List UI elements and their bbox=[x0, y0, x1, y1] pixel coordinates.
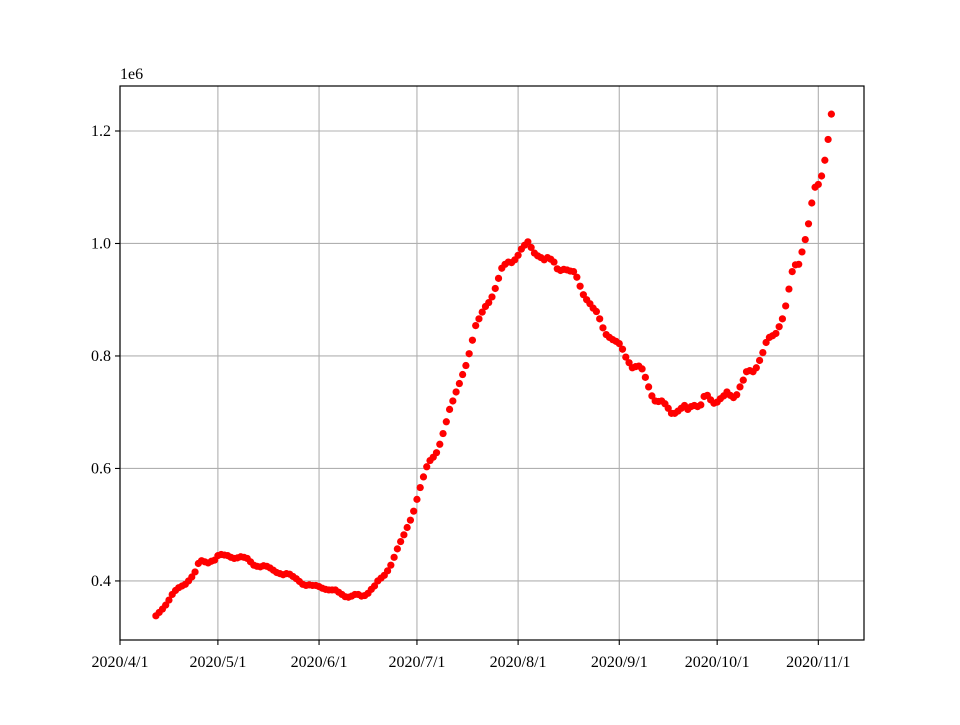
x-tick-label: 2020/11/1 bbox=[786, 654, 850, 671]
data-point bbox=[755, 356, 764, 365]
data-point bbox=[524, 238, 532, 246]
data-point bbox=[739, 376, 747, 384]
x-tick-label: 2020/6/1 bbox=[291, 654, 348, 671]
data-point bbox=[573, 273, 581, 281]
data-point bbox=[697, 401, 705, 409]
data-point bbox=[772, 329, 780, 338]
data-point bbox=[821, 156, 829, 164]
data-point bbox=[478, 308, 486, 316]
data-point bbox=[622, 353, 630, 361]
data-point bbox=[775, 323, 783, 331]
data-point bbox=[423, 463, 431, 471]
data-point bbox=[804, 220, 813, 228]
data-point bbox=[475, 315, 483, 323]
data-point bbox=[390, 553, 398, 561]
data-point bbox=[439, 429, 447, 438]
data-point bbox=[488, 293, 496, 301]
data-point bbox=[459, 370, 467, 379]
data-point bbox=[491, 284, 499, 293]
y-tick-label: 0.6 bbox=[91, 460, 111, 477]
data-point bbox=[462, 361, 470, 370]
data-point bbox=[736, 383, 744, 391]
data-point bbox=[387, 561, 395, 569]
data-point bbox=[824, 135, 832, 144]
data-point bbox=[817, 172, 826, 180]
y-tick-label: 1.2 bbox=[91, 123, 111, 140]
data-point bbox=[638, 365, 646, 373]
data-point bbox=[576, 282, 584, 290]
x-tick-label: 2020/9/1 bbox=[591, 654, 648, 671]
plot-frame bbox=[119, 85, 865, 641]
data-point bbox=[416, 483, 424, 492]
data-point bbox=[795, 260, 803, 268]
data-point bbox=[782, 302, 790, 310]
data-point bbox=[778, 315, 787, 323]
data-point bbox=[191, 568, 199, 576]
data-point bbox=[452, 388, 460, 396]
data-point bbox=[410, 507, 418, 515]
data-points bbox=[152, 110, 835, 620]
y-axis-offset-label: 1e6 bbox=[120, 66, 143, 83]
data-point bbox=[445, 405, 454, 414]
data-point bbox=[788, 268, 796, 276]
data-point bbox=[468, 336, 477, 344]
data-point bbox=[472, 321, 480, 330]
data-point bbox=[383, 567, 392, 575]
data-point bbox=[599, 324, 607, 332]
data-point bbox=[432, 449, 441, 457]
data-point bbox=[801, 235, 809, 244]
data-point bbox=[641, 373, 649, 381]
data-point bbox=[485, 298, 493, 307]
data-point bbox=[413, 495, 421, 503]
x-tick-label: 2020/8/1 bbox=[490, 654, 547, 671]
data-point bbox=[550, 258, 558, 266]
data-point bbox=[569, 268, 578, 276]
y-tick-label: 0.8 bbox=[91, 348, 111, 365]
x-tick-label: 2020/4/1 bbox=[92, 654, 149, 671]
data-point bbox=[759, 348, 767, 357]
data-point bbox=[752, 364, 760, 372]
data-point bbox=[814, 180, 822, 189]
data-point bbox=[733, 391, 741, 399]
data-point bbox=[449, 397, 457, 405]
data-point bbox=[397, 537, 405, 546]
y-axis: 0.4 0.6 0.8 1.0 1.2 bbox=[91, 123, 120, 590]
data-point bbox=[596, 315, 604, 323]
data-point bbox=[436, 440, 444, 448]
x-tick-label: 2020/10/1 bbox=[685, 654, 750, 671]
x-axis: 2020/4/1 2020/5/1 2020/6/1 2020/7/1 2020/8/1… bbox=[92, 640, 850, 671]
data-point bbox=[645, 383, 653, 391]
data-point bbox=[393, 545, 401, 553]
data-point bbox=[808, 199, 816, 207]
data-point bbox=[618, 345, 627, 353]
data-point bbox=[527, 243, 535, 252]
data-point bbox=[406, 516, 415, 524]
y-tick-label: 0.4 bbox=[91, 573, 111, 590]
data-point bbox=[514, 251, 522, 259]
data-point bbox=[442, 418, 450, 426]
data-point bbox=[165, 596, 173, 604]
data-point bbox=[494, 274, 503, 282]
x-tick-label: 2020/5/1 bbox=[189, 654, 246, 671]
data-point bbox=[455, 379, 463, 388]
grid-lines bbox=[119, 86, 864, 640]
data-point bbox=[798, 248, 806, 256]
data-point bbox=[400, 531, 408, 539]
data-point bbox=[403, 523, 411, 532]
y-tick-label: 1.0 bbox=[91, 235, 111, 252]
data-point bbox=[419, 473, 428, 481]
data-point bbox=[465, 350, 473, 358]
data-point bbox=[592, 307, 601, 316]
data-point bbox=[615, 339, 623, 348]
data-point bbox=[827, 110, 835, 118]
x-tick-label: 2020/7/1 bbox=[389, 654, 446, 671]
data-point bbox=[785, 285, 793, 293]
